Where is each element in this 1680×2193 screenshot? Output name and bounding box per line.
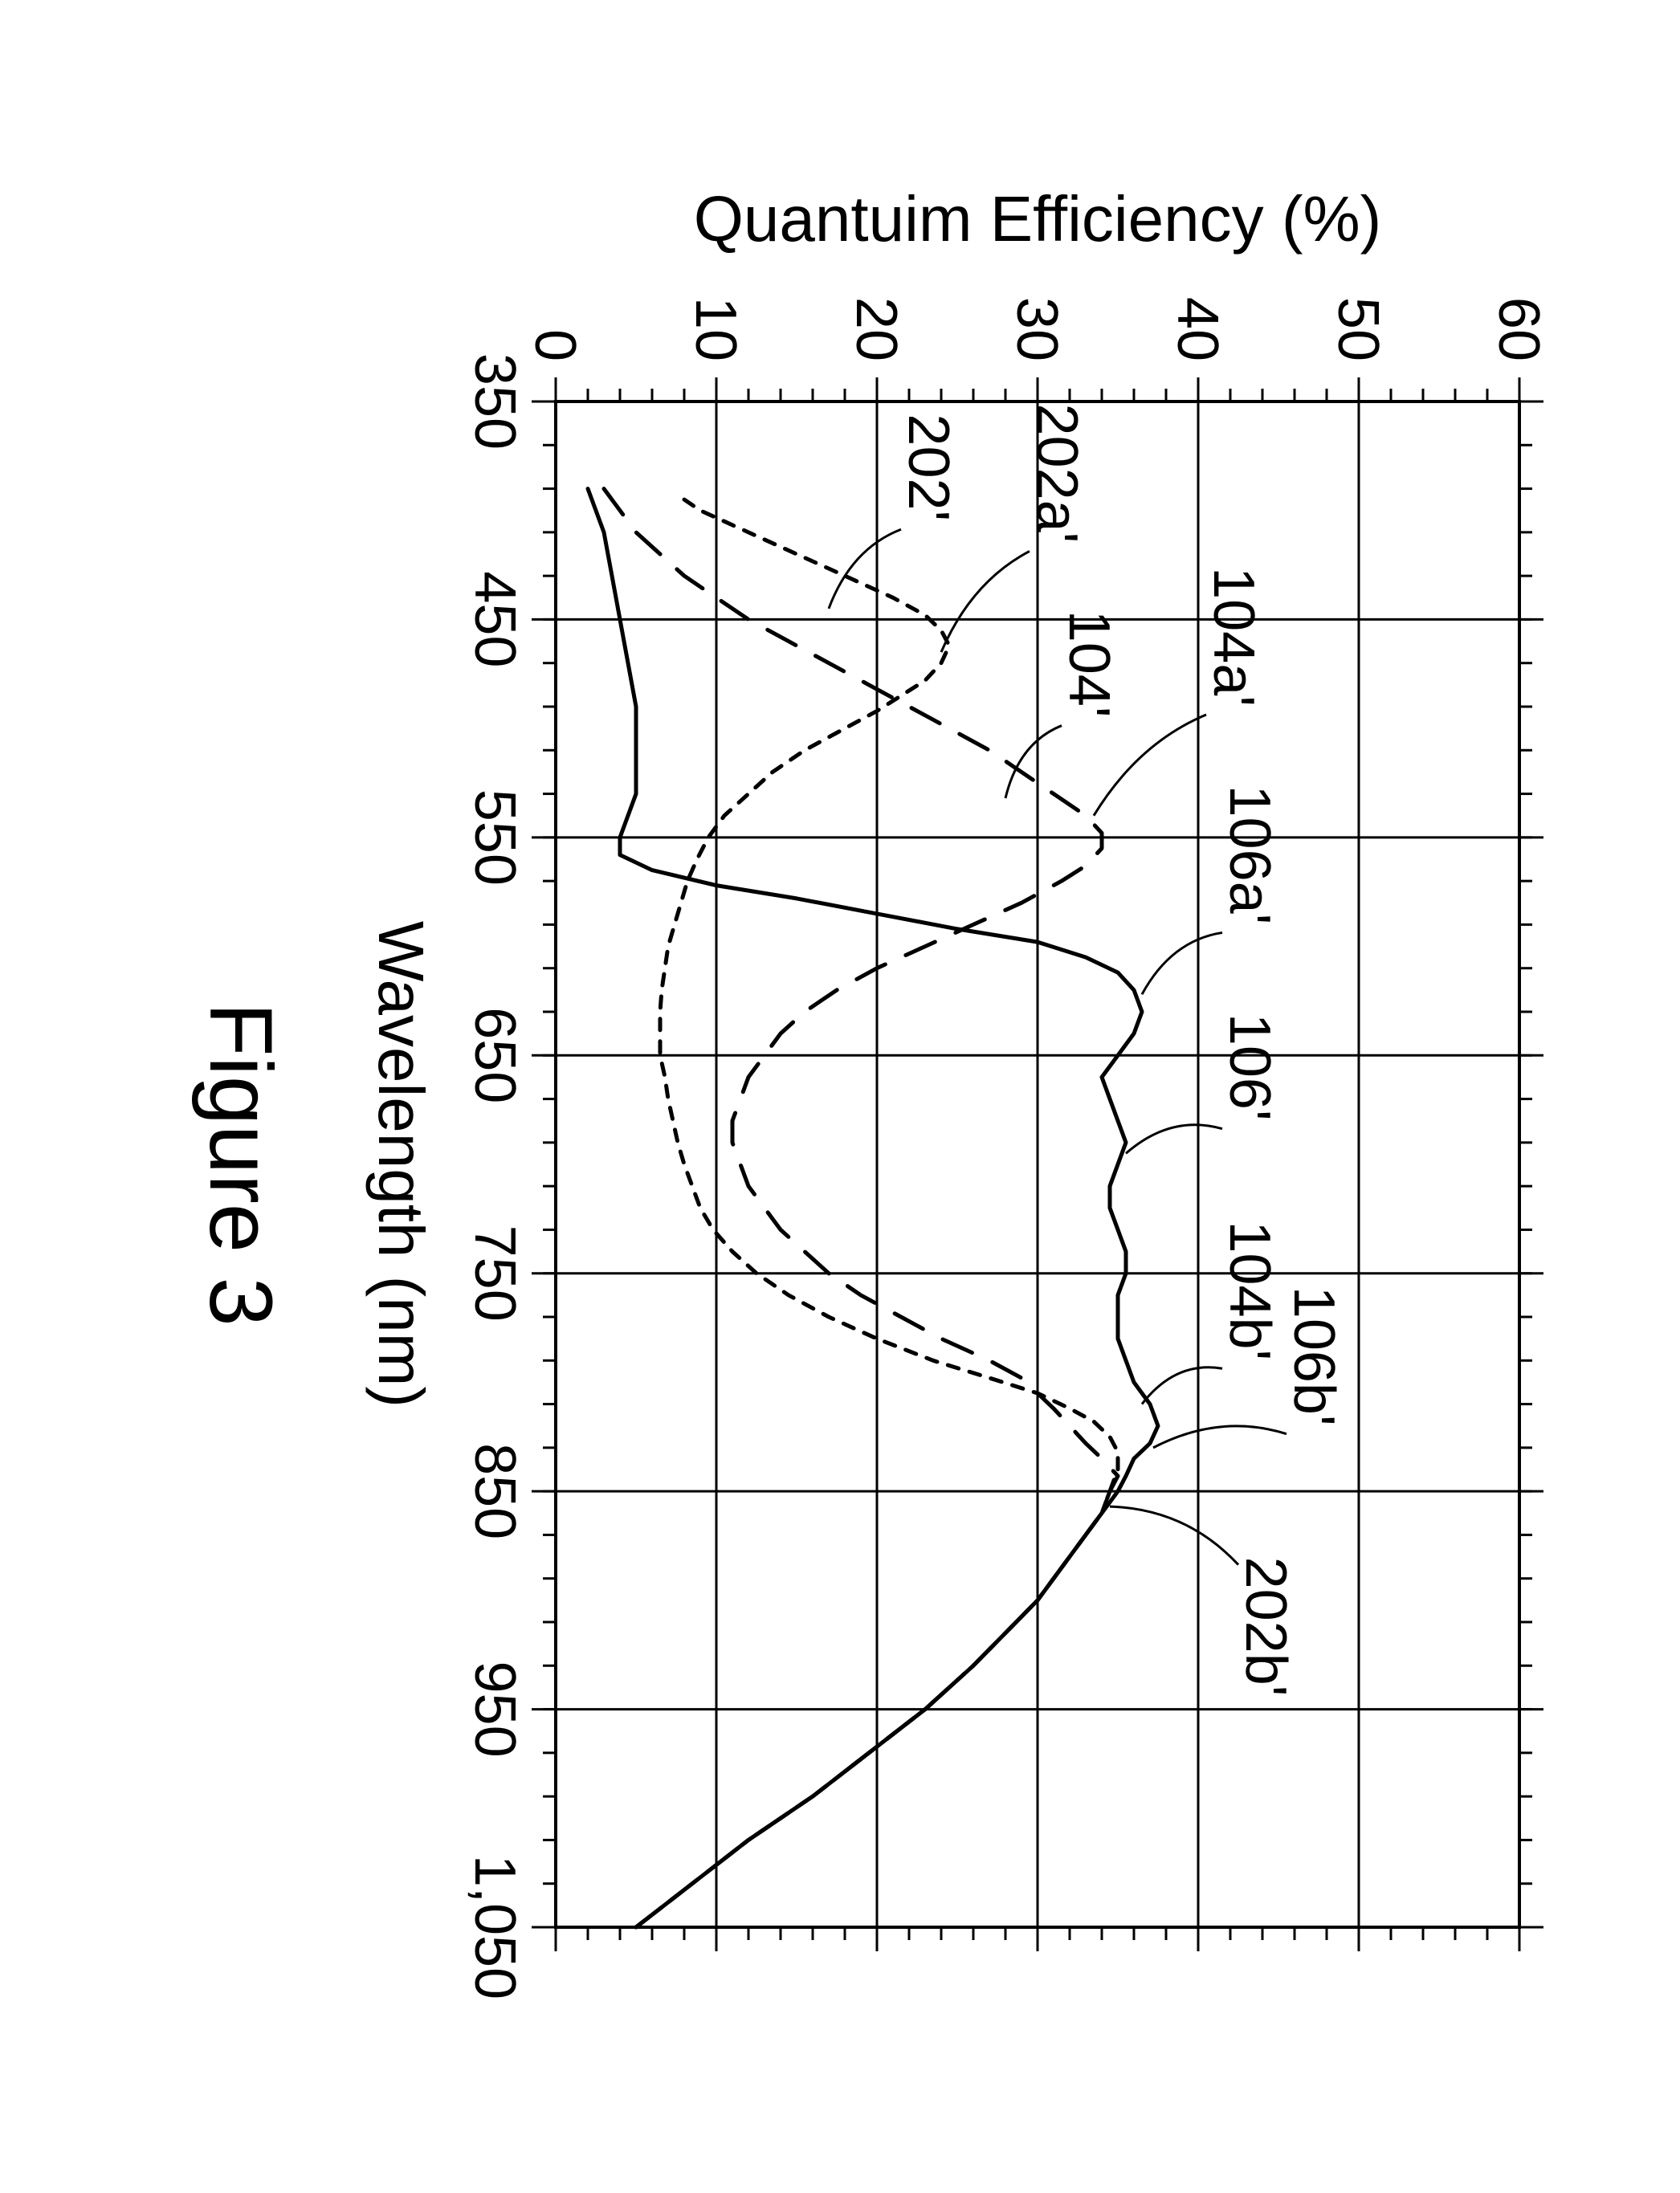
y-tick-label: 30 <box>1005 297 1069 361</box>
y-tick-label: 0 <box>523 329 587 361</box>
x-tick-label: 450 <box>463 571 527 667</box>
y-tick-label: 50 <box>1326 297 1390 361</box>
x-tick-label: 1,050 <box>463 1855 527 1999</box>
x-tick-label: 950 <box>463 1661 527 1758</box>
chart-svg: 350 450 550 650 750 850 950 1,050 0 10 20 30 40 50 60 W… <box>0 0 1680 2193</box>
y-tick-label: 10 <box>683 297 748 361</box>
y-tick-label: 20 <box>844 297 908 361</box>
x-tick-label: 650 <box>463 1007 527 1103</box>
x-tick-label: 750 <box>463 1225 527 1322</box>
callout-label: 104' <box>1057 610 1121 718</box>
x-tick-label: 850 <box>463 1443 527 1539</box>
callout-label: 106a' <box>1217 785 1282 925</box>
figure-container: 350 450 550 650 750 850 950 1,050 0 10 20 30 40 50 60 W… <box>0 0 1680 2193</box>
callout-label: 106' <box>1217 1013 1282 1121</box>
x-axis-label: Wavelength (nm) <box>365 921 437 1408</box>
callout-label: 106b' <box>1282 1286 1346 1426</box>
callout-label: 202a' <box>1025 404 1089 544</box>
y-tick-label: 40 <box>1165 297 1229 361</box>
x-tick-label: 550 <box>463 789 527 886</box>
figure-caption: Figure 3 <box>191 1002 290 1327</box>
callout-label: 202' <box>896 414 960 521</box>
callout-label: 104b' <box>1217 1221 1282 1360</box>
callout-label: 104a' <box>1201 567 1266 707</box>
y-tick-label: 60 <box>1486 297 1551 361</box>
y-axis-label: Quantuim Efficiency (%) <box>694 183 1382 255</box>
callout-label: 202b' <box>1233 1557 1298 1697</box>
x-tick-label: 350 <box>463 353 527 450</box>
